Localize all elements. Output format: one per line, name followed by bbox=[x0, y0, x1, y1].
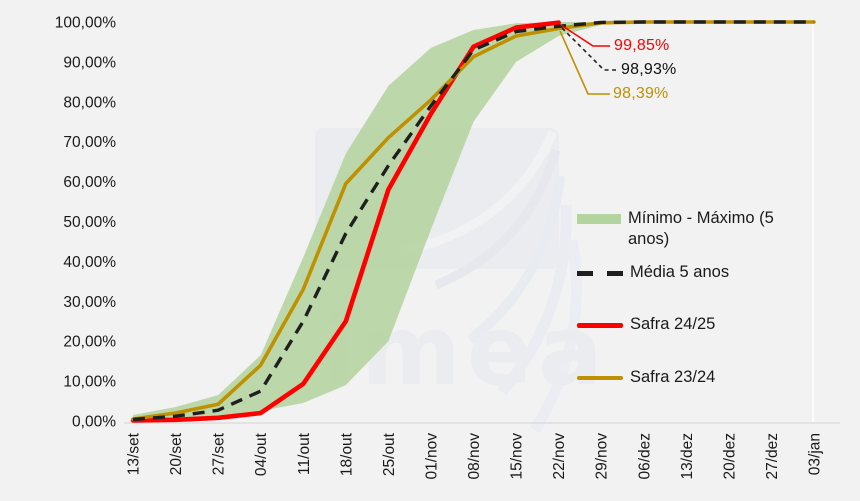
min-max-band bbox=[133, 22, 814, 421]
legend-swatch-red-line-icon bbox=[577, 323, 623, 328]
y-tick-label: 20,00% bbox=[63, 334, 116, 351]
series-line-safra-24-25 bbox=[130, 20, 561, 423]
legend-item-safra-23-24: Safra 23/24 bbox=[577, 367, 780, 388]
x-tick-label: 29/nov bbox=[594, 433, 611, 480]
y-tick-label: 70,00% bbox=[63, 134, 116, 151]
x-axis-tick-labels: 13/set 20/set 27/set 04/out 11/out 18/out 25/o… bbox=[126, 432, 824, 479]
x-tick-label: 13/dez bbox=[679, 433, 696, 480]
y-tick-label: 50,00% bbox=[63, 214, 116, 231]
callout-leader-safra-23-24 bbox=[559, 30, 610, 95]
annotation-safra-24-25: 99,85% bbox=[614, 37, 670, 54]
legend-swatch-band-icon bbox=[577, 214, 621, 224]
y-tick-label: 90,00% bbox=[63, 54, 116, 71]
x-tick-label: 01/nov bbox=[423, 433, 440, 480]
legend-label-media: Média 5 anos bbox=[630, 263, 730, 281]
legend-item-safra-24-25: Safra 24/25 bbox=[577, 314, 780, 335]
y-tick-label: 10,00% bbox=[63, 374, 116, 391]
legend-label-safra-24-25: Safra 24/25 bbox=[630, 315, 716, 333]
x-tick-label: 13/set bbox=[126, 432, 143, 475]
y-tick-label: 60,00% bbox=[63, 174, 116, 191]
x-tick-label: 18/out bbox=[338, 432, 355, 476]
x-tick-label: 11/out bbox=[296, 432, 313, 475]
y-tick-label: 40,00% bbox=[63, 254, 116, 271]
x-tick-label: 27/dez bbox=[764, 433, 781, 480]
x-tick-label: 20/set bbox=[168, 432, 185, 475]
legend-label-safra-23-24: Safra 23/24 bbox=[630, 368, 716, 386]
annotation-safra-23-24: 98,39% bbox=[613, 85, 669, 102]
y-tick-label: 100,00% bbox=[55, 15, 116, 32]
y-tick-label: 30,00% bbox=[63, 294, 116, 311]
series-line-media-5-anos bbox=[132, 20, 814, 422]
x-tick-label: 04/out bbox=[253, 432, 270, 476]
x-tick-label: 03/jan bbox=[807, 433, 824, 475]
x-tick-label: 08/nov bbox=[466, 433, 483, 480]
x-tick-label: 15/nov bbox=[509, 433, 526, 480]
x-tick-label: 22/nov bbox=[551, 433, 568, 480]
callout-leader-safra-24-25 bbox=[560, 24, 610, 47]
legend-item-media: Média 5 anos bbox=[577, 262, 780, 283]
x-tick-label: 27/set bbox=[211, 432, 228, 475]
annotation-media-5-anos: 98,93% bbox=[621, 61, 677, 78]
y-tick-label: 0,00% bbox=[72, 414, 116, 431]
legend-swatch-gold-line-icon bbox=[577, 376, 623, 380]
callout-leader-media bbox=[561, 27, 616, 71]
legend-label-min-max: Mínimo - Máximo (5 anos) bbox=[628, 209, 774, 248]
legend-swatch-dashed-line-icon bbox=[577, 271, 623, 276]
x-tick-label: 25/out bbox=[381, 432, 398, 476]
y-tick-label: 80,00% bbox=[63, 94, 116, 111]
x-tick-label: 06/dez bbox=[636, 433, 653, 480]
y-axis-tick-labels: 100,00% 90,00% 80,00% 70,00% 60,00% 50,00% 40,… bbox=[55, 15, 116, 431]
x-tick-label: 20/dez bbox=[721, 433, 738, 480]
legend-item-min-max: Mínimo - Máximo (5 anos) bbox=[577, 208, 778, 249]
